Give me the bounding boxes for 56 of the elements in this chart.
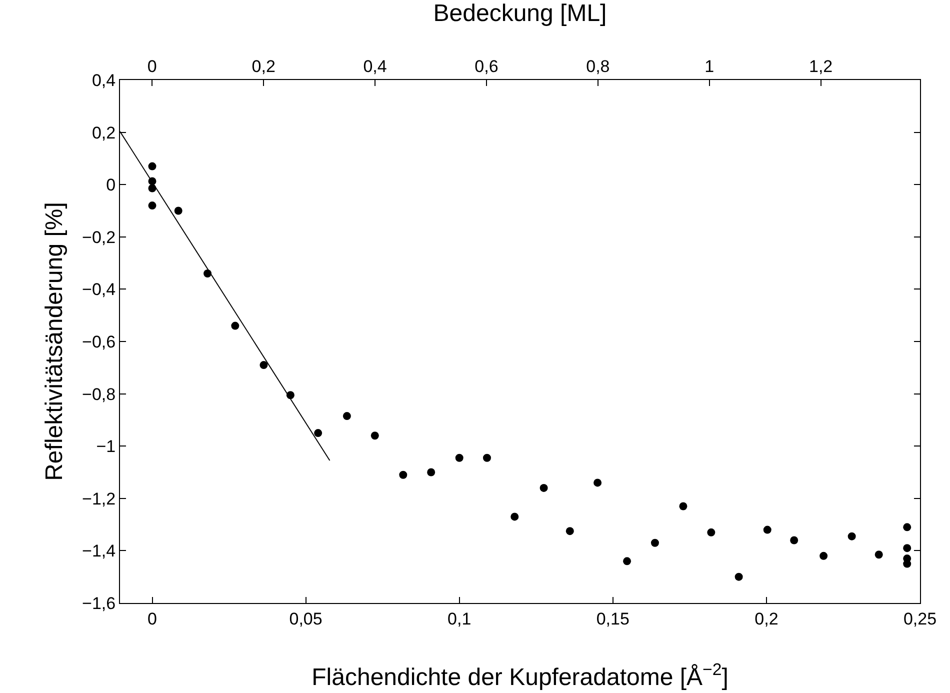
point xyxy=(903,523,912,532)
y-tick-label: −0,4 xyxy=(82,280,116,300)
point xyxy=(399,470,408,479)
x2-tick-label: 0,8 xyxy=(586,57,610,76)
point xyxy=(174,206,182,215)
y-tick-label: −1 xyxy=(96,437,116,456)
point xyxy=(260,361,268,370)
point xyxy=(707,528,716,536)
x2-axis-title: Bedeckung [ML] xyxy=(433,0,607,27)
x-tick-label: 0,1 xyxy=(448,609,472,628)
x-tick-label: 0,05 xyxy=(289,609,322,628)
point xyxy=(848,532,856,540)
point xyxy=(734,572,743,581)
y-tick-label: −0,2 xyxy=(82,228,116,247)
y-tick-label: −1,4 xyxy=(82,542,116,561)
y-tick-label: 0 xyxy=(106,176,116,195)
x2-tick-label: 1 xyxy=(704,57,714,76)
point xyxy=(903,544,912,552)
point xyxy=(566,527,574,536)
x2-tick-label: 0,4 xyxy=(363,57,387,76)
point xyxy=(874,550,883,559)
y-axis-title: Reflektivitätsänderung [%] xyxy=(41,202,68,481)
y-tick-label: −1,6 xyxy=(82,594,116,613)
y-tick-label: −0,6 xyxy=(82,332,116,352)
x2-tick-label: 0 xyxy=(147,57,157,76)
x-tick-label: 0 xyxy=(148,609,157,628)
x-tick-label: 0,2 xyxy=(754,609,778,628)
point xyxy=(540,484,548,492)
y-tick-label: 0,2 xyxy=(92,123,116,142)
x-axis-title: Flächendichte der Kupferadatome [Å$^{−2}$] xyxy=(312,660,728,691)
point xyxy=(314,429,322,438)
point xyxy=(231,322,240,330)
y-tick-label: 0,4 xyxy=(92,70,116,90)
point xyxy=(482,454,491,462)
point xyxy=(510,512,519,521)
point xyxy=(763,526,772,534)
point xyxy=(679,502,688,510)
point xyxy=(650,538,659,547)
x-tick-label: 0,25 xyxy=(903,609,937,628)
y-tick-label: −1,2 xyxy=(82,489,116,508)
point xyxy=(594,478,602,487)
point xyxy=(427,468,436,476)
point xyxy=(455,454,464,462)
point xyxy=(148,162,156,170)
x2-tick-label: 0,2 xyxy=(252,57,276,76)
x2-tick-label: 1,2 xyxy=(808,57,833,76)
point xyxy=(820,552,828,560)
x2-tick-label: 0,6 xyxy=(474,57,498,76)
point xyxy=(148,184,156,192)
x-tick-label: 0,15 xyxy=(596,609,630,628)
point xyxy=(623,557,632,566)
point xyxy=(790,536,798,544)
point xyxy=(148,202,156,210)
y-tick-label: −0,8 xyxy=(82,384,116,404)
point xyxy=(342,412,351,420)
point xyxy=(370,432,379,440)
